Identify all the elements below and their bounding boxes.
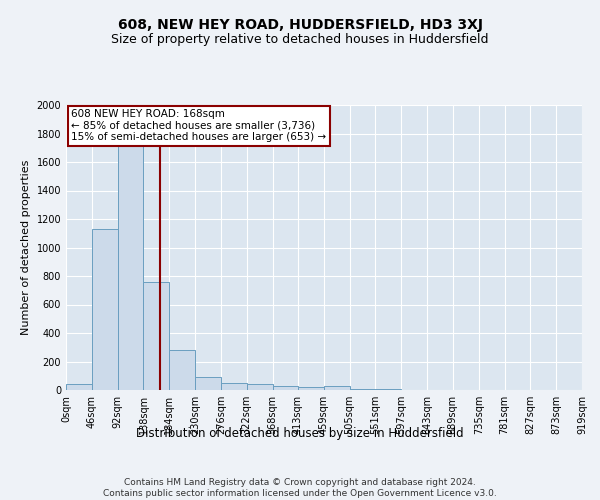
Bar xyxy=(66,384,92,390)
Bar xyxy=(272,386,298,390)
Bar xyxy=(143,282,169,390)
Bar xyxy=(324,386,350,390)
Text: Size of property relative to detached houses in Huddersfield: Size of property relative to detached ho… xyxy=(111,32,489,46)
Text: 608, NEW HEY ROAD, HUDDERSFIELD, HD3 3XJ: 608, NEW HEY ROAD, HUDDERSFIELD, HD3 3XJ xyxy=(118,18,482,32)
Text: Distribution of detached houses by size in Huddersfield: Distribution of detached houses by size … xyxy=(136,428,464,440)
Bar xyxy=(221,383,247,390)
Bar xyxy=(118,116,143,390)
Bar xyxy=(92,229,118,390)
Bar xyxy=(247,384,272,390)
Text: 608 NEW HEY ROAD: 168sqm
← 85% of detached houses are smaller (3,736)
15% of sem: 608 NEW HEY ROAD: 168sqm ← 85% of detach… xyxy=(71,110,326,142)
Bar xyxy=(169,350,195,390)
Y-axis label: Number of detached properties: Number of detached properties xyxy=(21,160,31,335)
Bar xyxy=(350,389,376,390)
Bar xyxy=(298,387,324,390)
Bar xyxy=(195,377,221,390)
Text: Contains HM Land Registry data © Crown copyright and database right 2024.
Contai: Contains HM Land Registry data © Crown c… xyxy=(103,478,497,498)
